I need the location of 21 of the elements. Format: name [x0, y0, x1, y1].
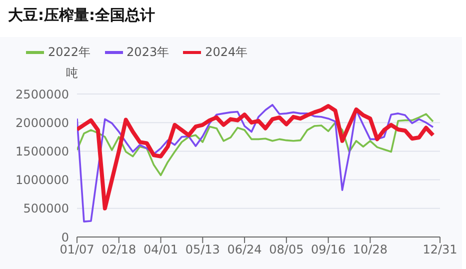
legend-label: 2023年: [126, 44, 170, 61]
x-tick-label: 02/18: [102, 242, 136, 257]
line-series: [77, 113, 434, 176]
y-axis-title: 吨: [66, 65, 78, 82]
x-tick-label: 05/13: [185, 242, 220, 257]
x-tick-label: 09/16: [311, 242, 346, 257]
y-tick-label: 1500000: [16, 144, 69, 158]
legend-label: 2022年: [48, 44, 91, 61]
y-tick-label: 2500000: [16, 87, 69, 102]
x-tick-label: 01/07: [60, 242, 94, 257]
x-tick-label: 10/28: [352, 242, 388, 257]
x-tick-label: 08/05: [269, 242, 304, 257]
y-tick-label: 500000: [23, 202, 69, 216]
x-tick-label: 12/31: [422, 242, 458, 257]
chart-title: 大豆:压榨量:全国总计: [8, 6, 155, 25]
y-tick-label: 2000000: [16, 116, 69, 130]
y-tick-label: 0: [61, 230, 69, 244]
x-tick-label: 06/24: [227, 242, 262, 257]
y-tick-label: 1000000: [16, 173, 69, 188]
legend-label: 2024年: [205, 44, 248, 61]
x-tick-label: 04/01: [143, 242, 178, 257]
